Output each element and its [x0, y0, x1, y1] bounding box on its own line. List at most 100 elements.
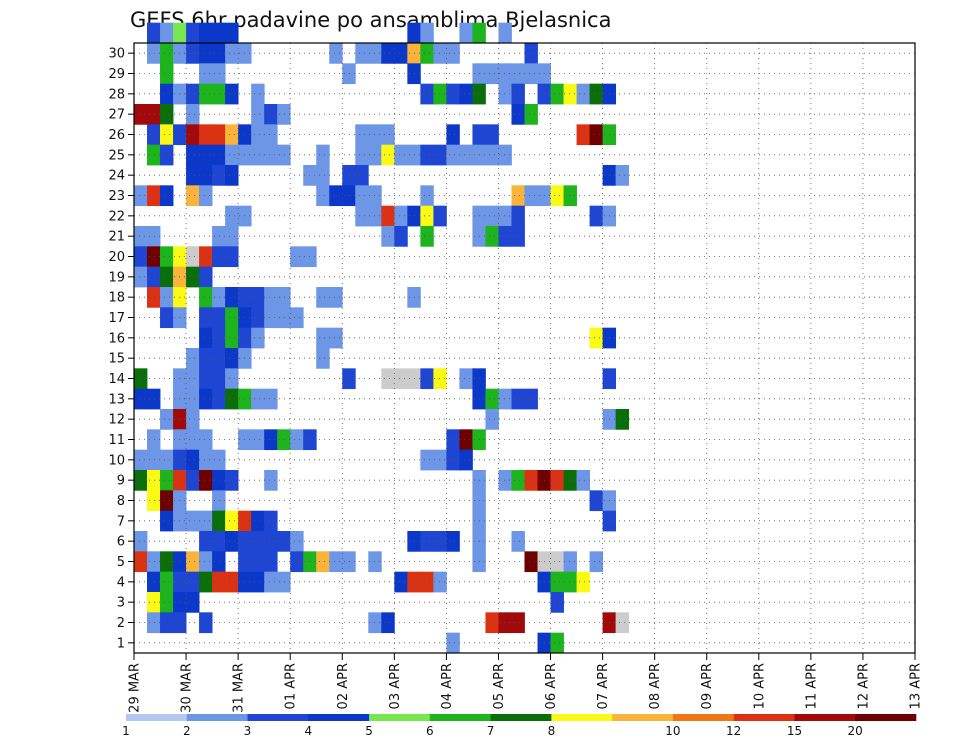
heatmap-cell [225, 287, 239, 308]
y-tick-label: 2 [117, 616, 125, 631]
x-tick-label: 01 APR [284, 663, 299, 709]
x-tick-label: 29 MAR [128, 663, 143, 713]
heatmap-cell [264, 510, 278, 532]
y-tick-label: 23 [108, 189, 125, 204]
colorbar-swatch [247, 714, 309, 721]
heatmap-cell [459, 22, 473, 44]
heatmap-cell [446, 43, 460, 64]
heatmap-cell [355, 144, 369, 166]
heatmap-cell [615, 409, 630, 430]
heatmap-cell [316, 348, 330, 369]
heatmap-cell [160, 409, 174, 430]
heatmap-cell [147, 22, 161, 44]
heatmap-cell [433, 43, 447, 64]
x-axis: 29 MAR 30 MAR 31 MAR 01 APR 02 APR 03 APR 04 A… [128, 653, 924, 713]
x-tick-label: 11 APR [804, 663, 819, 709]
heatmap-cell [290, 307, 304, 329]
y-tick-label: 4 [117, 575, 125, 590]
heatmap-cell [511, 388, 525, 410]
heatmap-cell [433, 571, 447, 593]
heatmap-cell [212, 531, 226, 552]
heatmap-cell [420, 205, 434, 227]
x-tick-label: 13 APR [909, 663, 924, 709]
colorbar-label: 6 [426, 724, 434, 738]
y-tick-label: 6 [117, 535, 125, 550]
y-tick-label: 30 [108, 47, 125, 62]
heatmap-cell [563, 551, 577, 573]
heatmap-cell [212, 368, 226, 390]
colorbar-label: 20 [848, 724, 863, 738]
heatmap-cell [446, 531, 460, 552]
heatmap-cell [446, 449, 460, 471]
heatmap-cell [160, 43, 174, 64]
heatmap-cell [199, 571, 213, 593]
y-tick-label: 20 [108, 250, 125, 265]
heatmap-cell [277, 531, 291, 552]
heatmap-cell [199, 266, 213, 288]
heatmap-cell [199, 551, 213, 573]
colorbar-swatch [186, 714, 248, 721]
heatmap-cell [277, 429, 291, 451]
colorbar-label: 12 [726, 724, 741, 738]
heatmap-cell [160, 266, 174, 288]
heatmap-cell [576, 83, 590, 105]
heatmap-cell [277, 287, 291, 308]
heatmap-cell [342, 165, 356, 186]
heatmap-cell [498, 612, 512, 634]
heatmap-cell [186, 368, 200, 390]
y-tick-label: 15 [108, 352, 125, 367]
heatmap-cell [524, 104, 538, 125]
y-tick-label: 12 [108, 413, 125, 428]
heatmap-cell [264, 551, 278, 573]
heatmap-cell [147, 104, 161, 125]
y-tick-label: 28 [108, 87, 125, 102]
y-tick-label: 5 [117, 555, 125, 570]
colorbar-swatch [612, 714, 674, 721]
heatmap-cell [134, 104, 148, 125]
heatmap-cell [186, 510, 200, 532]
heatmap-cell [225, 22, 239, 44]
heatmap-cell [316, 287, 330, 308]
heatmap-cell [199, 612, 213, 634]
heatmap-cell [212, 43, 226, 64]
heatmap-cell [589, 83, 603, 105]
heatmap-cell [251, 307, 265, 329]
heatmap-cell [212, 307, 226, 329]
heatmap-cell [342, 551, 356, 573]
y-tick-label: 10 [108, 453, 125, 468]
heatmap-cell [329, 551, 343, 573]
heatmap-cell [498, 388, 512, 410]
colorbar-swatch [855, 714, 917, 721]
heatmap-cell [199, 388, 213, 410]
heatmap-cell [212, 124, 226, 146]
heatmap-cell [394, 43, 408, 64]
heatmap-cell [251, 388, 265, 410]
heatmap-cell [212, 348, 226, 369]
y-tick-label: 9 [117, 474, 125, 489]
heatmap-cell [368, 124, 382, 146]
heatmap-cell [498, 83, 512, 105]
heatmap-cell [589, 490, 603, 512]
heatmap-cell [160, 551, 174, 573]
y-tick-label: 1 [117, 636, 125, 651]
heatmap-cell [381, 124, 395, 146]
heatmap-cell [420, 571, 434, 593]
heatmap-cell [212, 327, 226, 349]
colorbar-swatch [490, 714, 552, 721]
heatmap-cell [160, 63, 174, 85]
heatmap-cell [498, 470, 512, 491]
heatmap-cell [225, 327, 239, 349]
heatmap-cell [394, 368, 408, 390]
heatmap-cell [459, 144, 473, 166]
y-tick-label: 21 [108, 230, 125, 245]
heatmap-cell [147, 388, 161, 410]
heatmap-cell [147, 612, 161, 634]
heatmap-cell [264, 429, 278, 451]
x-tick-label: 10 APR [752, 663, 767, 709]
heatmap-cell [212, 571, 226, 593]
heatmap-cell [134, 531, 148, 552]
colorbar-swatch [733, 714, 795, 721]
y-axis: 1234567891011121314151617181920212223242… [108, 47, 134, 651]
heatmap-cell [134, 388, 148, 410]
heatmap-cell [212, 165, 226, 186]
